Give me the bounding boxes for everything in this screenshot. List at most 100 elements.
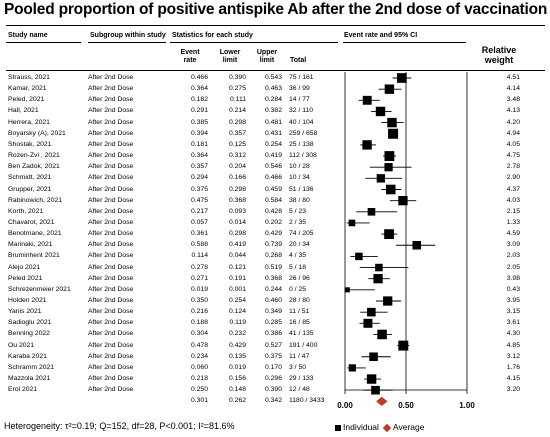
relative-weight-cell: 2.90 xyxy=(506,174,520,182)
study-row: Chavarot, 2021 After 2nd Dose 0.057 0.014 0.… xyxy=(0,217,550,229)
study-row: Erol 2021 After 2nd Dose 0.250 0.148 0.390 12… xyxy=(0,384,550,396)
study-row: Karaba 2021 After 2nd Dose 0.234 0.135 0.375… xyxy=(0,351,550,363)
upper-limit-cell: 0.419 xyxy=(264,152,282,160)
study-name: Yanis 2021 xyxy=(8,308,42,316)
study-point xyxy=(388,128,399,139)
event-rate-cell: 0.364 xyxy=(190,85,208,93)
relative-weight-cell: 2.15 xyxy=(506,207,520,215)
lower-limit-cell: 0.312 xyxy=(228,152,246,160)
relative-weight-cell: 1.76 xyxy=(506,363,520,371)
subgroup-cell: After 2nd Dose xyxy=(88,96,134,104)
study-row: Bruminhent 2021 After 2nd Dose 0.114 0.044 0… xyxy=(0,250,550,262)
lower-limit-cell: 0.254 xyxy=(228,297,246,304)
study-point xyxy=(363,318,373,328)
study-row: Ben Zadok, 2021 After 2nd Dose 0.357 0.204 0… xyxy=(0,161,550,173)
upper-limit-cell: 0.463 xyxy=(264,85,282,93)
lower-limit-cell: 0.166 xyxy=(228,174,246,182)
event-rate-cell: 0.057 xyxy=(190,218,208,226)
ci-underline xyxy=(343,42,466,43)
header-top-rule xyxy=(6,25,545,26)
x-tick-label-2: 1.00 xyxy=(459,401,475,410)
relative-weight-cell: 4.59 xyxy=(506,230,520,238)
legend-individual-marker xyxy=(335,424,341,431)
subgroup-cell: After 2nd Dose xyxy=(88,297,134,304)
chart-title: Pooled proportion of positive antispike … xyxy=(4,1,548,18)
event-rate-cell: 0.182 xyxy=(190,96,208,104)
header-bottom-rule xyxy=(6,70,545,71)
study-point xyxy=(362,140,372,150)
subgroup-cell: After 2nd Dose xyxy=(88,129,134,137)
study-name: Rabinowich, 2021 xyxy=(8,196,63,204)
event-rate-cell: 0.385 xyxy=(190,118,208,126)
event-rate-cell: 0.375 xyxy=(190,185,208,193)
total-cell: 75 / 161 xyxy=(289,74,314,81)
study-row: Herrera, 2021 After 2nd Dose 0.385 0.298 0.4… xyxy=(0,117,550,129)
study-row: Yanis 2021 After 2nd Dose 0.216 0.124 0.349 1… xyxy=(0,306,550,318)
event-rate-cell: 0.357 xyxy=(190,163,208,171)
lower-limit-cell: 0.119 xyxy=(229,319,246,327)
upper-limit-cell: 0.428 xyxy=(264,207,282,215)
total-cell: 26 / 96 xyxy=(289,274,310,282)
lower-limit-cell: 0.121 xyxy=(228,263,246,271)
subgroup-cell: After 2nd Dose xyxy=(88,152,134,160)
lower-limit-cell: 0.298 xyxy=(228,185,246,193)
header-statistics: Statistics for each study xyxy=(172,32,253,39)
study-point xyxy=(371,385,380,395)
total-cell: 4 / 35 xyxy=(289,252,307,260)
upper-limit-cell: 0.584 xyxy=(264,196,282,204)
total-cell: 20 / 34 xyxy=(289,241,310,249)
subgroup-cell: After 2nd Dose xyxy=(88,218,134,226)
study-row: Ou 2021 After 2nd Dose 0.478 0.429 0.527 191 … xyxy=(0,340,550,352)
event-rate-cell: 0.588 xyxy=(190,241,208,249)
study-row: Strauss, 2021 After 2nd Dose 0.466 0.390 0.5… xyxy=(0,72,550,84)
event-rate-cell: 0.217 xyxy=(190,207,208,215)
subgroup-cell: After 2nd Dose xyxy=(88,308,134,316)
relative-weight-cell: 3.15 xyxy=(506,308,520,316)
lower-limit-cell: 0.275 xyxy=(228,85,246,93)
subgroup-cell: After 2nd Dose xyxy=(88,174,134,182)
event-rate-cell: 0.466 xyxy=(190,74,208,81)
study-name: Erol 2021 xyxy=(8,386,38,394)
study-row: Korth, 2021 After 2nd Dose 0.217 0.093 0.428… xyxy=(0,206,550,218)
event-rate-cell: 0.364 xyxy=(190,152,208,160)
relative-weight-cell: 4.94 xyxy=(506,129,520,137)
lower-limit-cell: 0.044 xyxy=(228,252,246,260)
subgroup-cell: After 2nd Dose xyxy=(88,185,134,193)
study-point xyxy=(384,163,393,172)
study-row: Sadioglu 2021 After 2nd Dose 0.188 0.119 0.2… xyxy=(0,317,550,329)
total-cell: 112 / 308 xyxy=(289,152,317,160)
study-point xyxy=(397,73,407,83)
study-row: Mazzola 2021 After 2nd Dose 0.218 0.156 0.29… xyxy=(0,373,550,385)
total-cell: 10 / 28 xyxy=(289,163,310,171)
relative-weight-cell: 3.48 xyxy=(506,96,520,104)
total-cell: 10 / 34 xyxy=(289,174,310,182)
total-cell: 11 / 51 xyxy=(289,308,310,316)
relative-weight-cell: 2.03 xyxy=(506,252,520,260)
event-rate-cell: 0.250 xyxy=(190,386,208,394)
upper-limit-cell: 0.431 xyxy=(264,129,282,137)
upper-limit-cell: 0.519 xyxy=(264,263,282,271)
upper-limit-cell: 0.375 xyxy=(264,352,282,360)
lower-limit-cell: 0.093 xyxy=(228,207,246,215)
study-name: Rozen-Zvi , 2021 xyxy=(8,152,60,160)
event-rate-cell: 0.478 xyxy=(190,341,208,349)
total-cell: 5 / 18 xyxy=(289,263,307,271)
relative-weight-cell: 4.37 xyxy=(506,185,520,193)
study-point xyxy=(398,195,408,206)
study-row: Shostak, 2021 After 2nd Dose 0.181 0.125 0.2… xyxy=(0,139,550,151)
relative-weight-cell: 3.20 xyxy=(506,386,520,394)
subgroup-cell: After 2nd Dose xyxy=(88,118,134,126)
event-rate-cell: 0.475 xyxy=(190,196,208,204)
event-rate-cell: 0.291 xyxy=(190,107,208,115)
lower-limit-cell: 0.214 xyxy=(228,107,246,115)
legend-average-label: Average xyxy=(392,422,425,432)
total-cell: 25 / 138 xyxy=(289,140,314,148)
legend: Individual Average xyxy=(335,422,424,432)
study-name: Holden 2021 xyxy=(8,297,47,304)
lower-limit-cell: 0.298 xyxy=(228,230,246,238)
subgroup-cell: After 2nd Dose xyxy=(88,74,134,81)
relative-weight-cell: 0.43 xyxy=(506,285,520,293)
lower-limit-cell: 0.191 xyxy=(228,274,246,282)
relative-weight-cell: 3.95 xyxy=(506,297,520,304)
relative-weight-cell: 4.85 xyxy=(506,341,520,349)
